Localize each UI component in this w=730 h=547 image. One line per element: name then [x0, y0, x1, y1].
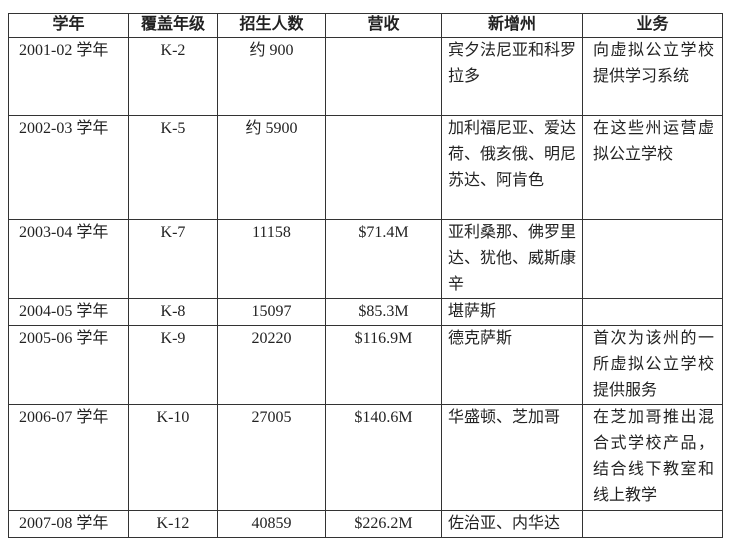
cell-enrollment: 约 5900	[217, 115, 326, 220]
cell-business	[582, 510, 723, 538]
table-row: 2004-05 学年 K-8 15097 $85.3M 堪萨斯	[8, 298, 723, 326]
cell-school-year: 2004-05 学年	[8, 298, 129, 326]
table-header-row: 学年 覆盖年级 招生人数 营收 新增州 业务	[8, 13, 723, 38]
cell-new-states: 佐治亚、内华达	[441, 510, 583, 538]
cell-business: 在芝加哥推出混合式学校产品，结合线下教室和线上教学	[582, 404, 723, 511]
cell-revenue	[325, 115, 442, 220]
cell-school-year: 2005-06 学年	[8, 325, 129, 405]
cell-new-states: 华盛顿、芝加哥	[441, 404, 583, 511]
cell-business: 向虚拟公立学校提供学习系统	[582, 37, 723, 116]
table-row: 2001-02 学年 K-2 约 900 宾夕法尼亚和科罗拉多 向虚拟公立学校提供学习系…	[8, 37, 723, 116]
cell-business: 在这些州运营虚拟公立学校	[582, 115, 723, 220]
table-row: 2005-06 学年 K-9 20220 $116.9M 德克萨斯 首次为该州的一所虚拟公…	[8, 325, 723, 405]
cell-revenue: $226.2M	[325, 510, 442, 538]
cell-new-states: 宾夕法尼亚和科罗拉多	[441, 37, 583, 116]
cell-grades: K-9	[128, 325, 218, 405]
cell-business: 首次为该州的一所虚拟公立学校提供服务	[582, 325, 723, 405]
cell-school-year: 2002-03 学年	[8, 115, 129, 220]
header-business: 业务	[582, 13, 723, 38]
cell-new-states: 堪萨斯	[441, 298, 583, 326]
cell-grades: K-5	[128, 115, 218, 220]
cell-new-states: 德克萨斯	[441, 325, 583, 405]
cell-enrollment: 15097	[217, 298, 326, 326]
table-row: 2007-08 学年 K-12 40859 $226.2M 佐治亚、内华达	[8, 510, 723, 538]
cell-school-year: 2007-08 学年	[8, 510, 129, 538]
cell-school-year: 2006-07 学年	[8, 404, 129, 511]
cell-new-states: 加利福尼亚、爱达荷、俄亥俄、明尼苏达、阿肯色	[441, 115, 583, 220]
cell-grades: K-10	[128, 404, 218, 511]
cell-grades: K-7	[128, 219, 218, 299]
cell-grades: K-12	[128, 510, 218, 538]
cell-revenue: $140.6M	[325, 404, 442, 511]
table-row: 2006-07 学年 K-10 27005 $140.6M 华盛顿、芝加哥 在芝加哥推出混…	[8, 404, 723, 511]
table-row: 2003-04 学年 K-7 11158 $71.4M 亚利桑那、佛罗里达、犹他、威斯康…	[8, 219, 723, 299]
cell-business	[582, 219, 723, 299]
cell-school-year: 2003-04 学年	[8, 219, 129, 299]
cell-school-year: 2001-02 学年	[8, 37, 129, 116]
header-grades: 覆盖年级	[128, 13, 218, 38]
cell-enrollment: 11158	[217, 219, 326, 299]
cell-enrollment: 27005	[217, 404, 326, 511]
cell-grades: K-8	[128, 298, 218, 326]
cell-enrollment: 20220	[217, 325, 326, 405]
cell-revenue: $71.4M	[325, 219, 442, 299]
cell-new-states: 亚利桑那、佛罗里达、犹他、威斯康辛	[441, 219, 583, 299]
cell-business	[582, 298, 723, 326]
cell-enrollment: 40859	[217, 510, 326, 538]
header-enrollment: 招生人数	[217, 13, 326, 38]
header-new-states: 新增州	[441, 13, 583, 38]
table-row: 2002-03 学年 K-5 约 5900 加利福尼亚、爱达荷、俄亥俄、明尼苏达、阿肯…	[8, 115, 723, 220]
cell-revenue: $116.9M	[325, 325, 442, 405]
school-year-table: 学年 覆盖年级 招生人数 营收 新增州 业务 2001-02 学年 K-2 约 90…	[8, 13, 723, 538]
cell-revenue	[325, 37, 442, 116]
header-revenue: 营收	[325, 13, 442, 38]
cell-grades: K-2	[128, 37, 218, 116]
header-school-year: 学年	[8, 13, 129, 38]
cell-enrollment: 约 900	[217, 37, 326, 116]
cell-revenue: $85.3M	[325, 298, 442, 326]
